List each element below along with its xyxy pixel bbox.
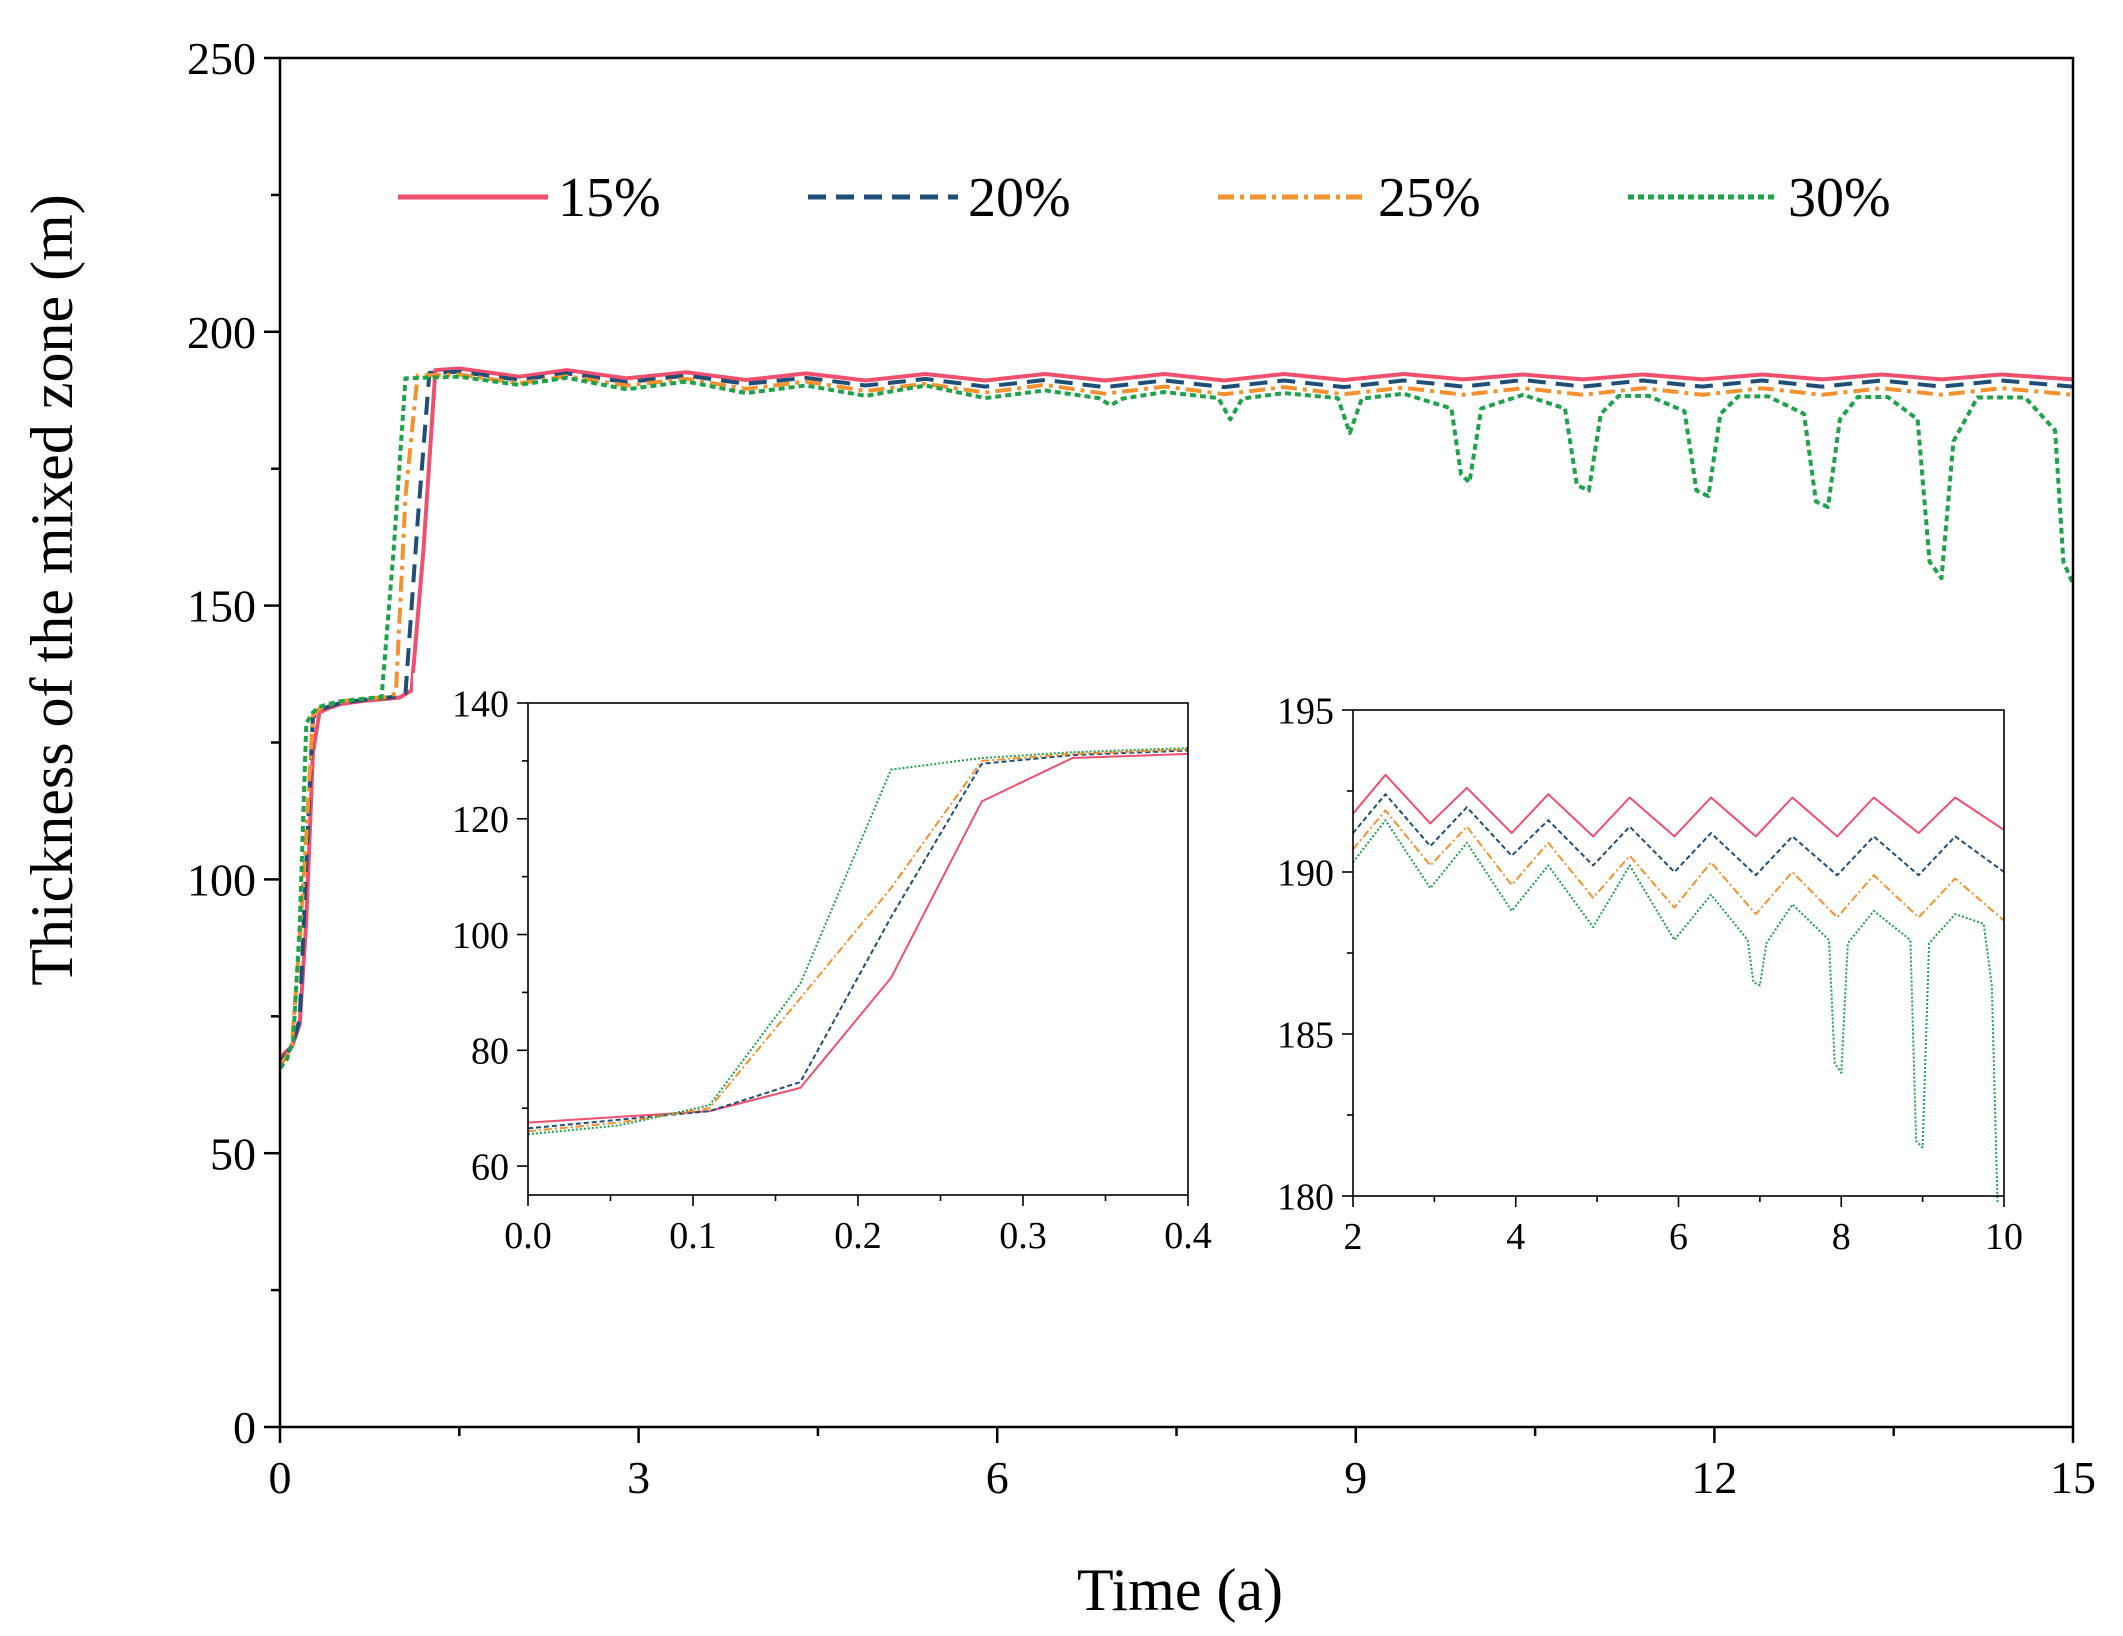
inset-series-line-20 xyxy=(1352,793,2005,877)
inset-y-tick-label: 180 xyxy=(1277,1176,1334,1218)
x-tick-label: 15 xyxy=(2050,1452,2096,1503)
inset-series-line-15 xyxy=(527,752,1189,1124)
inset-x-tick-label: 0.1 xyxy=(669,1215,717,1257)
x-tick-label: 12 xyxy=(1691,1452,1737,1503)
inset-x-tick-label: 10 xyxy=(1985,1216,2023,1258)
y-tick-label: 100 xyxy=(187,855,256,906)
inset-y-tick-label: 100 xyxy=(452,915,509,957)
inset-y-tick-label: 195 xyxy=(1277,690,1334,732)
legend-label-30: 30% xyxy=(1788,167,1891,229)
y-tick-label: 0 xyxy=(233,1402,256,1453)
inset-x-tick-label: 4 xyxy=(1506,1216,1525,1258)
legend-label-15: 15% xyxy=(558,167,661,229)
inset-x-tick-label: 0.3 xyxy=(999,1215,1047,1257)
legend-label-20: 20% xyxy=(968,167,1071,229)
inset-x-tick-label: 0.4 xyxy=(1164,1215,1212,1257)
x-tick-label: 6 xyxy=(986,1452,1009,1503)
y-tick-label: 150 xyxy=(187,581,256,632)
inset-y-tick-label: 190 xyxy=(1277,852,1334,894)
inset-series-line-25 xyxy=(1352,809,2005,922)
inset-y-tick-label: 60 xyxy=(471,1146,509,1188)
inset-y-tick-label: 185 xyxy=(1277,1014,1334,1056)
inset-series-line-15 xyxy=(1352,773,2005,838)
x-tick-label: 9 xyxy=(1344,1452,1367,1503)
x-axis-title: Time (a) xyxy=(1077,1557,1283,1623)
x-tick-label: 3 xyxy=(627,1452,650,1503)
y-tick-label: 200 xyxy=(187,307,256,358)
y-tick-label: 250 xyxy=(187,33,256,84)
inset-x-tick-label: 0.0 xyxy=(504,1215,552,1257)
series-line-20 xyxy=(278,369,2074,1064)
inset-x-tick-label: 2 xyxy=(1344,1216,1363,1258)
inset-y-tick-label: 120 xyxy=(452,799,509,841)
inset-series-line-20 xyxy=(527,749,1189,1130)
inset-background xyxy=(1238,680,2029,1266)
inset-series-line-30 xyxy=(527,747,1189,1136)
inset-x-tick-label: 6 xyxy=(1669,1216,1688,1258)
legend-label-25: 25% xyxy=(1378,167,1481,229)
inset-left-plot: 0.0 0.1 0.2 0.3 0.4 60 80 100 120 140 xyxy=(413,673,1213,1265)
y-axis-title: Thickness of the mixed zone (m) xyxy=(19,194,85,985)
inset-right-plot: 2 4 6 8 10 180 185 190 195 xyxy=(1238,680,2029,1266)
inset-x-tick-label: 8 xyxy=(1832,1216,1851,1258)
series-line-25 xyxy=(278,372,2074,1067)
y-tick-label: 50 xyxy=(210,1128,256,1179)
x-tick-label: 0 xyxy=(269,1452,292,1503)
inset-x-tick-label: 0.2 xyxy=(834,1215,882,1257)
legend: 15% 20% 25% 30% xyxy=(398,167,1891,229)
inset-y-tick-label: 140 xyxy=(452,683,509,725)
inset-series-line-25 xyxy=(527,748,1189,1133)
inset-background xyxy=(413,673,1213,1265)
inset-y-tick-label: 80 xyxy=(471,1031,509,1073)
